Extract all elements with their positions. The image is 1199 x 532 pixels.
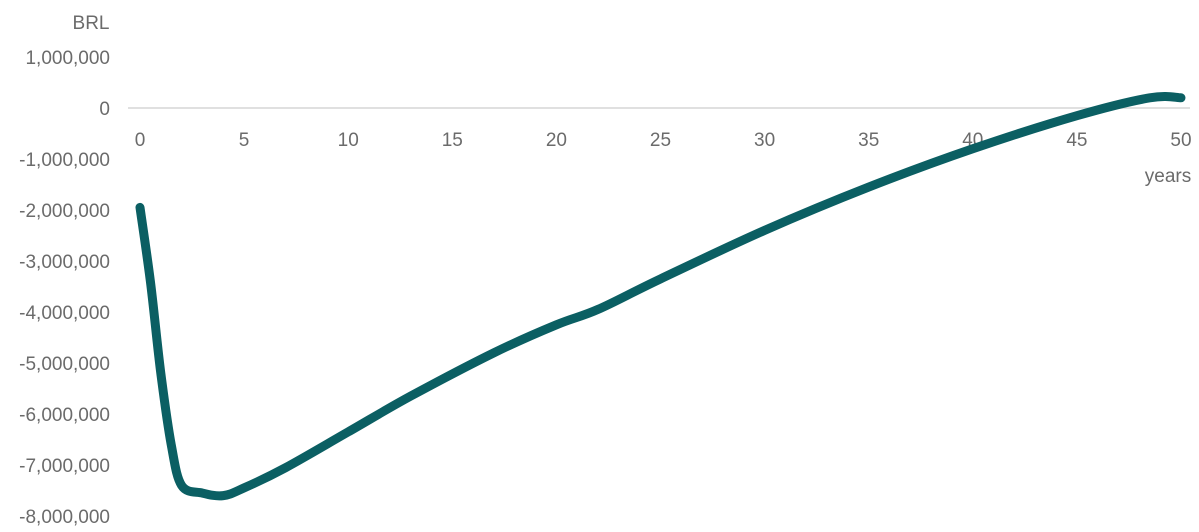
y-tick-label: -4,000,000 — [19, 303, 110, 324]
x-tick-label: 0 — [135, 130, 146, 151]
y-tick-label: -7,000,000 — [19, 456, 110, 477]
y-tick-label: -3,000,000 — [19, 252, 110, 273]
series-line — [135, 91, 1186, 501]
x-tick-label: 15 — [442, 130, 463, 151]
y-tick-label: -8,000,000 — [19, 507, 110, 528]
y-tick-label: -6,000,000 — [19, 405, 110, 426]
x-tick-labels: 0 5 10 15 20 25 30 35 40 45 50 — [135, 130, 1192, 151]
y-tick-label: -1,000,000 — [19, 150, 110, 171]
series-group — [135, 91, 1186, 501]
x-tick-label: 35 — [858, 130, 879, 151]
y-tick-label: 0 — [99, 99, 110, 120]
x-tick-label: 30 — [754, 130, 775, 151]
y-tick-label: -5,000,000 — [19, 354, 110, 375]
x-tick-label: 50 — [1170, 130, 1191, 151]
x-tick-label: 5 — [239, 130, 250, 151]
x-axis-unit-label: years — [1145, 166, 1191, 187]
x-tick-label: 25 — [650, 130, 671, 151]
y-tick-label: -2,000,000 — [19, 201, 110, 222]
x-tick-label: 20 — [546, 130, 567, 151]
y-tick-labels: 1,000,000 0 -1,000,000 -2,000,000 -3,000,000… — [19, 48, 110, 528]
x-tick-label: 45 — [1066, 130, 1087, 151]
x-tick-label: 10 — [338, 130, 359, 151]
y-tick-label: 1,000,000 — [25, 48, 110, 69]
y-axis-unit-label: BRL — [73, 13, 110, 34]
